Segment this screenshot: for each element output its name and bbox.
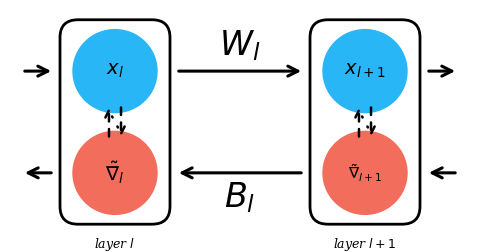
- Circle shape: [73, 131, 157, 214]
- Text: $x_{l+1}$: $x_{l+1}$: [344, 62, 386, 80]
- Text: layer $l+1$: layer $l+1$: [333, 236, 396, 252]
- Text: $B_l$: $B_l$: [224, 181, 256, 215]
- FancyBboxPatch shape: [310, 20, 420, 224]
- Text: layer $l$: layer $l$: [95, 236, 136, 252]
- Circle shape: [323, 30, 407, 113]
- Text: $\tilde{\nabla}_{l+1}$: $\tilde{\nabla}_{l+1}$: [348, 162, 382, 184]
- Text: $x_l$: $x_l$: [106, 62, 124, 80]
- Circle shape: [323, 131, 407, 214]
- Circle shape: [73, 30, 157, 113]
- FancyBboxPatch shape: [60, 20, 170, 224]
- Text: $\tilde{\nabla}_l$: $\tilde{\nabla}_l$: [106, 160, 124, 186]
- Text: $W_l$: $W_l$: [219, 28, 261, 63]
